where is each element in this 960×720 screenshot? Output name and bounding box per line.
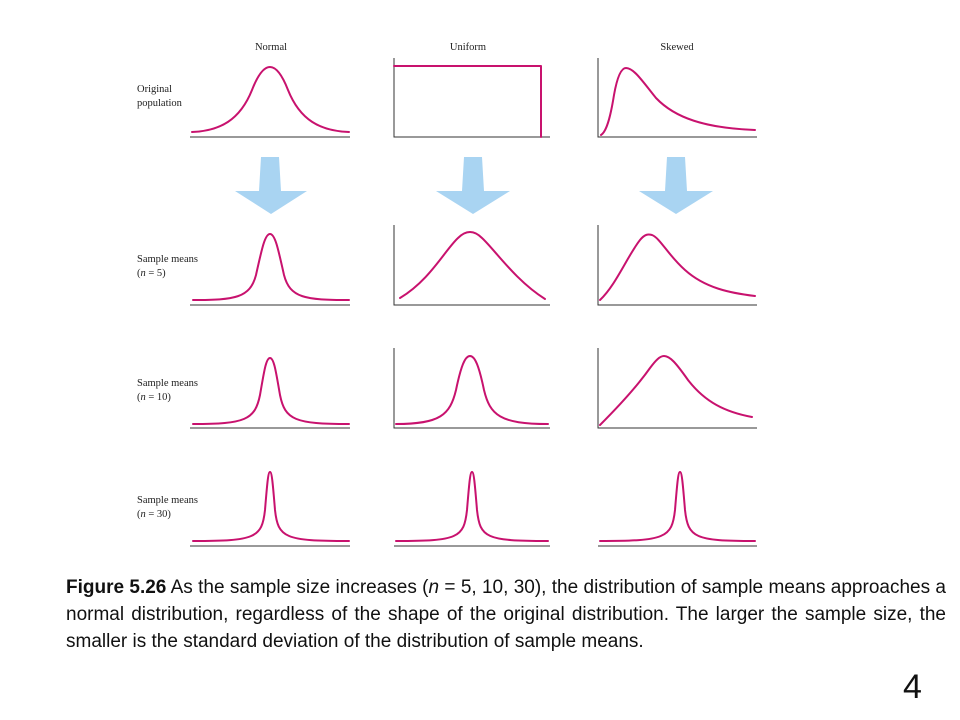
down-arrow-skewed bbox=[639, 157, 713, 214]
panel-uniform-n10 bbox=[393, 348, 550, 429]
page-number: 4 bbox=[903, 668, 922, 706]
curve-uniform-original bbox=[393, 65, 542, 138]
curve-skewed-n30 bbox=[599, 471, 756, 542]
clt-figure: Normal Uniform Skewed Original populatio… bbox=[137, 42, 757, 547]
panel-skewed-n5 bbox=[597, 225, 757, 306]
column-title-skewed: Skewed bbox=[660, 42, 694, 53]
curve-uniform-n5 bbox=[399, 231, 546, 300]
figure-caption: Figure 5.26 As the sample size increases… bbox=[66, 574, 946, 655]
row-label-original: Original population bbox=[137, 84, 183, 109]
panel-normal-n30 bbox=[190, 471, 350, 547]
curve-normal-n10 bbox=[192, 357, 350, 425]
row-label-line1: Sample means bbox=[137, 378, 198, 389]
row-label-line1: Sample means bbox=[137, 254, 198, 265]
row-label-line2: (n = 30) bbox=[137, 509, 171, 520]
panel-skewed-n10 bbox=[597, 348, 757, 429]
curve-skewed-original bbox=[600, 67, 756, 136]
row-label-n10: Sample means (n = 10) bbox=[137, 378, 198, 403]
panel-uniform-n30 bbox=[394, 471, 550, 547]
curve-uniform-n10 bbox=[395, 355, 549, 425]
row-label-line1: Original bbox=[137, 84, 172, 95]
row-label-line2: population bbox=[137, 98, 183, 109]
panel-skewed-n30 bbox=[598, 471, 757, 547]
row-label-line2: (n = 5) bbox=[137, 268, 166, 279]
panel-normal-original bbox=[190, 66, 350, 138]
panel-uniform-original bbox=[393, 58, 550, 138]
down-arrow-uniform bbox=[436, 157, 510, 214]
row-label-line2: (n = 10) bbox=[137, 392, 171, 403]
row-label-line1: Sample means bbox=[137, 495, 198, 506]
curve-skewed-n5 bbox=[599, 233, 756, 301]
caption-label: Figure 5.26 bbox=[66, 577, 167, 598]
column-title-uniform: Uniform bbox=[450, 42, 486, 53]
down-arrow-normal bbox=[235, 157, 307, 214]
caption-part1: As the sample size increases ( bbox=[166, 577, 429, 598]
column-title-normal: Normal bbox=[255, 42, 287, 53]
panel-normal-n5 bbox=[190, 233, 350, 306]
curve-uniform-n30 bbox=[395, 471, 549, 542]
curve-normal-original bbox=[191, 66, 350, 133]
caption-part2: = 5, 10, 30), the distribution of sample… bbox=[66, 577, 946, 652]
panel-skewed-original bbox=[597, 58, 757, 138]
row-label-n5: Sample means (n = 5) bbox=[137, 254, 198, 279]
panel-uniform-n5 bbox=[393, 225, 550, 306]
caption-n: n bbox=[428, 577, 440, 598]
curve-skewed-n10 bbox=[599, 355, 753, 426]
curve-normal-n30 bbox=[192, 471, 350, 542]
row-label-n30: Sample means (n = 30) bbox=[137, 495, 198, 520]
panel-normal-n10 bbox=[190, 357, 350, 429]
curve-normal-n5 bbox=[192, 233, 350, 301]
